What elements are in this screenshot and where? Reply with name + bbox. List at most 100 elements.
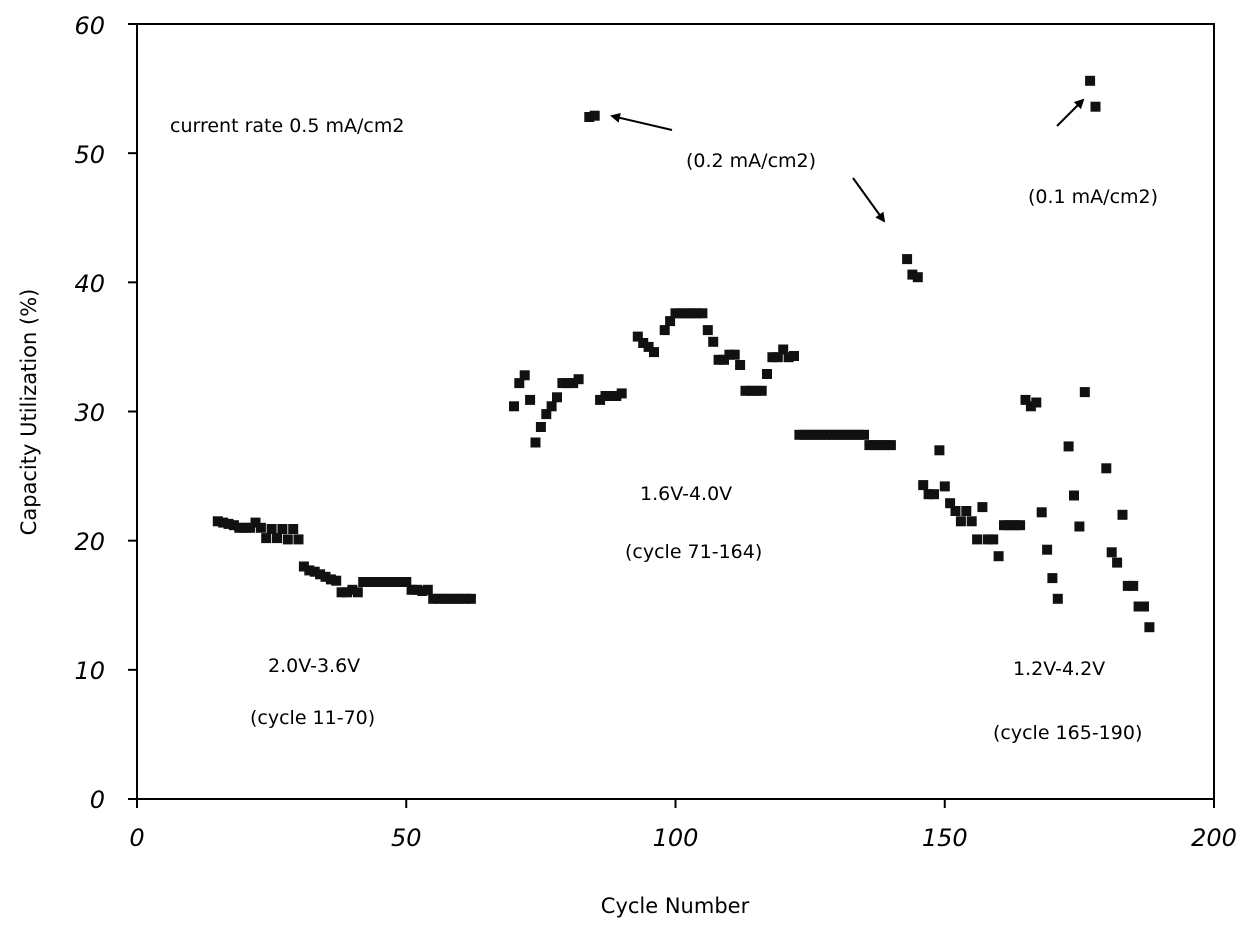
y-tick-label: 30 [74,399,105,427]
data-point [1047,573,1058,584]
annotation-rate-0-2: (0.2 mA/cm2) [686,150,816,172]
data-point [751,385,762,396]
data-point [562,378,573,389]
plot-area [136,23,1215,800]
data-point [406,584,417,595]
data-point [643,341,654,352]
data-point [325,574,336,585]
data-point [724,349,735,360]
data-point [342,587,352,598]
data-point [449,593,460,604]
annotation-range-2-0-3-6: 2.0V-3.6V [268,655,360,677]
data-point [315,569,326,580]
y-tick-label: 40 [74,270,105,298]
data-point [1069,490,1079,501]
data-point [1122,580,1133,591]
tick-marks [128,23,1215,808]
data-point [659,325,670,336]
data-point [428,593,439,604]
data-point [783,352,794,363]
data-point [778,344,789,355]
data-point [374,577,385,587]
x-tick-label: 200 [1191,824,1237,852]
data-point [417,586,428,596]
data-point [837,429,848,440]
data-point [573,374,584,385]
data-point [740,385,751,396]
annotation-rate-0-1: (0.1 mA/cm2) [1028,186,1158,208]
x-tick-label: 0 [129,824,144,852]
data-point [875,440,886,451]
data-point [336,587,347,598]
data-point [821,429,832,440]
data-point [999,520,1009,531]
data-point [719,354,729,365]
data-point [1144,622,1155,633]
data-point [293,534,304,545]
data-point [1112,557,1123,568]
data-point [535,422,546,432]
data-point [584,112,595,122]
data-point [832,429,843,440]
data-point [966,516,977,527]
data-point [255,522,266,533]
data-point [756,385,767,396]
data-point [331,575,342,586]
data-point [298,561,309,572]
data-point [395,577,406,587]
data-point [982,534,993,545]
data-point [288,524,299,534]
data-point [1004,520,1015,531]
data-point [1133,601,1144,612]
arrow-to-0-1 [1056,98,1085,127]
data-point [525,394,536,405]
data-point [945,498,956,509]
data-point [826,429,837,440]
data-point [347,584,358,595]
data-point [557,378,568,389]
x-tick-label: 150 [922,824,968,852]
data-point [266,524,277,534]
data-point [320,571,331,582]
data-point [589,110,600,121]
data-point [1025,401,1036,412]
data-point [681,308,692,319]
data-point [686,308,697,319]
data-point [729,349,740,360]
data-point [907,269,918,280]
data-point [842,429,853,440]
data-point [848,429,859,440]
data-point [853,429,864,440]
data-point [961,506,972,516]
data-point [1042,544,1053,555]
y-tick-label: 60 [74,12,105,40]
data-point [363,577,374,587]
data-point [1139,601,1149,612]
data-point [611,391,622,401]
data-point [767,352,778,363]
data-point [638,338,649,348]
data-point [385,577,396,587]
data-point [401,577,412,587]
data-point [228,520,239,531]
data-point [218,517,229,528]
data-point [368,577,379,587]
data-point [675,308,686,319]
data-point [1085,75,1096,86]
data-point [1090,101,1101,112]
data-point [1020,394,1031,405]
data-point [923,489,934,500]
data-point [918,480,929,491]
annotation-current-rate: current rate 0.5 mA/cm2 [170,115,404,137]
arrow-to-0-2-high [610,112,673,131]
data-point [885,440,896,451]
data-point [460,593,471,604]
annotation-cycles-11-70: (cycle 11-70) [250,707,375,729]
annotation-cycles-165-190: (cycle 165-190) [993,722,1142,744]
y-tick-label: 20 [74,528,105,556]
data-point [939,481,950,492]
data-point [864,440,875,451]
data-point [433,593,444,604]
data-point [223,518,234,529]
